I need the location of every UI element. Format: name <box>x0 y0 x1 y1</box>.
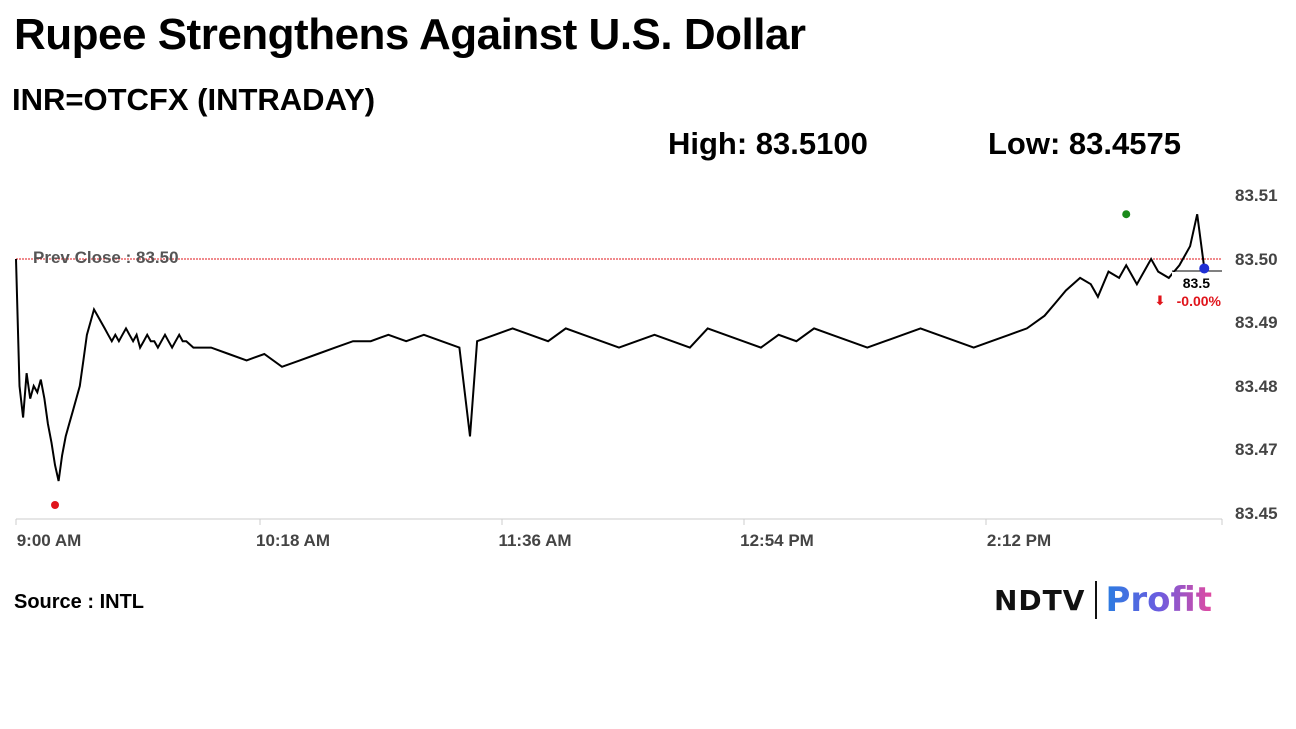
logo-ndtv-text: NDTV <box>994 583 1086 617</box>
x-tick-label: 9:00 AM <box>17 531 82 550</box>
last-value-label: 83.5 <box>1183 275 1210 291</box>
y-tick-label: 83.51 <box>1235 186 1278 205</box>
prev-close-label: Prev Close : 83.50 <box>33 248 179 267</box>
last-value-box <box>1172 272 1222 292</box>
high-marker <box>1122 210 1131 219</box>
low-value: Low: 83.4575 <box>988 126 1181 161</box>
logo-profit-text: Profit <box>1105 580 1212 620</box>
x-axis: 9:00 AM 10:18 AM 11:36 AM 12:54 PM 2:12 PM <box>15 519 1223 550</box>
y-tick-label: 83.47 <box>1235 440 1278 459</box>
low-marker <box>51 501 60 509</box>
x-tick-label: 12:54 PM <box>740 531 814 550</box>
x-tick-label: 2:12 PM <box>987 531 1051 550</box>
y-tick-label: 83.49 <box>1235 313 1278 332</box>
y-tick-label: 83.45 <box>1235 504 1278 523</box>
y-tick-label: 83.48 <box>1235 377 1278 396</box>
source-label: Source : INTL <box>14 591 145 613</box>
down-arrow-icon: ⬇ <box>1155 294 1166 309</box>
x-tick-label: 10:18 AM <box>256 531 330 550</box>
ndtv-profit-logo: NDTV Profit <box>994 578 1212 622</box>
price-series-line <box>15 213 1206 482</box>
chart-subtitle: INR=OTCFX (INTRADAY) <box>12 82 376 117</box>
y-tick-label: 83.50 <box>1235 250 1278 269</box>
y-axis: 83.51 83.50 83.49 83.48 83.47 83.45 <box>1235 186 1278 523</box>
logo-separator <box>1095 581 1098 619</box>
high-value: High: 83.5100 <box>668 126 868 161</box>
page-title: Rupee Strengthens Against U.S. Dollar <box>14 10 806 59</box>
x-tick-label: 11:36 AM <box>498 531 571 550</box>
change-percent-label: -0.00% <box>1177 293 1222 309</box>
last-marker <box>1199 263 1210 274</box>
